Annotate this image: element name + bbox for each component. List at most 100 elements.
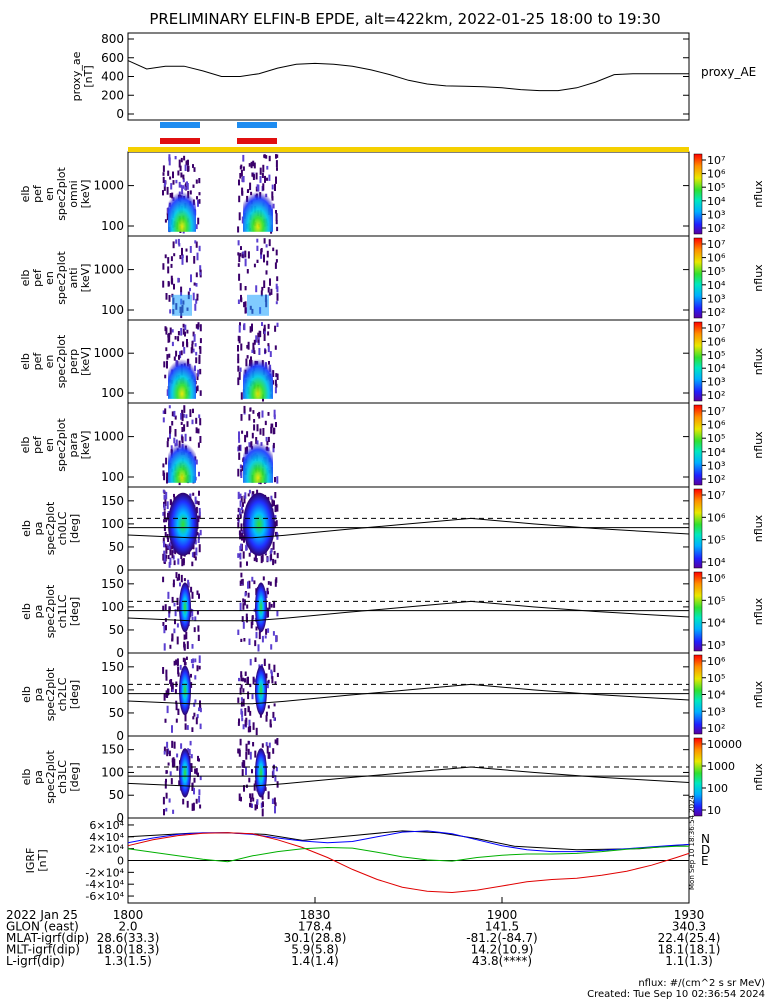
anti-pixel <box>193 282 196 286</box>
igrf-ytick-label: 4×10⁴ <box>89 831 124 844</box>
anti-pixel <box>237 263 240 267</box>
ch2LC-pixel <box>183 658 186 666</box>
perp-pixel <box>258 330 261 338</box>
anti-pixel <box>247 251 250 259</box>
perp-pixel <box>263 324 266 332</box>
ch1LC-pixel <box>276 610 279 617</box>
perp-pixel <box>195 324 198 329</box>
anti-pixel <box>181 257 184 265</box>
ch3LC-pixel <box>260 802 263 808</box>
ch0LC-colorbar-label-group: nflux <box>752 514 765 542</box>
para-ylabel: elb pef en spec2plot para [keV] <box>19 418 92 472</box>
anti-pixel <box>275 249 278 256</box>
para-colorbar-tick-label: 10⁷ <box>707 405 725 418</box>
ch2LC-pixel <box>177 672 180 677</box>
ch3LC-pixel <box>165 792 168 799</box>
para-pixel <box>258 411 261 419</box>
igrf-ytick-label: -4×10⁴ <box>85 878 124 891</box>
ch3LC-pixel <box>266 745 269 754</box>
anti-pixel <box>199 272 202 276</box>
perp-pixel <box>274 325 277 332</box>
omni-pixel <box>239 173 242 179</box>
perp-pixel <box>239 367 242 372</box>
para-ylabel-line: pef <box>31 435 44 454</box>
ch2LC-ytick-label: 50 <box>109 706 124 720</box>
proxy-ae-ytick-label: 200 <box>101 88 124 102</box>
anti-ylabel-line: anti <box>67 267 80 288</box>
perp-pixel <box>251 323 253 332</box>
ch2LC-colorbar-label-group: nflux <box>752 680 765 708</box>
omni-pixel <box>241 216 244 224</box>
omni-colorbar-tick-label: 10⁶ <box>707 168 726 181</box>
perp-pixel <box>166 354 169 360</box>
ch1LC-pixel <box>254 640 257 647</box>
ch3LC-pixel <box>186 800 189 808</box>
ch2LC-pixel <box>265 673 268 679</box>
ch1LC-pixel <box>267 591 269 595</box>
ch1LC-pixel <box>240 579 243 585</box>
perp-colorbar-tick-label: 10⁷ <box>707 322 725 335</box>
ch2LC-pixel <box>175 659 178 665</box>
omni-pixel <box>250 161 253 169</box>
ch0LC-pixel <box>172 555 175 560</box>
ch2LC-ytick-label: 150 <box>101 660 124 674</box>
ch1LC-pixel <box>172 579 175 586</box>
anti-pixel <box>164 254 167 259</box>
omni-pixel <box>166 212 169 221</box>
perp-pixel <box>165 347 168 352</box>
ch2LC-ytick-label: 100 <box>101 683 124 697</box>
anti-pixel <box>180 286 183 293</box>
ch3LC-pixel <box>268 751 271 759</box>
ch3LC-pixel <box>276 738 279 746</box>
ch3LC-pixel <box>182 798 185 805</box>
perp-ylabel-line: perp <box>67 349 80 374</box>
anti-pixel <box>169 309 172 314</box>
para-pixel <box>271 423 274 428</box>
para-pixel <box>181 409 184 414</box>
igrf-legend-N: N <box>701 832 710 846</box>
ch0LC-pixel <box>169 548 172 556</box>
anti-pixel <box>261 286 264 291</box>
ch2LC-pixel <box>244 678 246 683</box>
ch3LC-pixel <box>163 746 166 753</box>
ch3LC-pixel <box>245 751 248 760</box>
anti-ytick-label: 1000 <box>93 263 124 277</box>
anti-pixel <box>189 287 191 292</box>
anti-pixel <box>167 257 170 264</box>
ch1LC-colorbar-tick-label: 10³ <box>707 639 725 652</box>
anti-pixel <box>276 293 279 301</box>
ch1LC-pixel <box>265 628 268 635</box>
ch1LC-pixel <box>258 631 261 640</box>
para-flux-blob <box>243 432 273 483</box>
perp-colorbar-tick-label: 10⁴ <box>707 362 726 375</box>
omni-pixel <box>193 167 196 172</box>
footer-row-value: 141.5 <box>485 920 519 934</box>
perp-pixel <box>199 324 202 332</box>
ch0LC-pixel <box>241 532 243 541</box>
perp-pixel <box>182 328 185 335</box>
ch0LC-pixel <box>241 509 244 514</box>
anti-pixel <box>195 272 198 278</box>
anti-pixel <box>244 301 247 307</box>
ch0LC-pixel <box>194 539 197 545</box>
perp-ylabel-line: spec2plot <box>55 334 68 388</box>
ch1LC-pixel <box>197 625 200 632</box>
ch0LC-pixel <box>237 553 240 558</box>
perp-pixel <box>191 341 194 345</box>
omni-pixel <box>166 186 169 195</box>
omni-pixel <box>268 174 271 181</box>
ch1LC-ytick-label: 0 <box>116 646 124 660</box>
ch1LC-pixel <box>261 635 264 643</box>
perp-pixel <box>249 326 252 333</box>
igrf-ytick-label: -2×10⁴ <box>85 866 124 879</box>
units-note: nflux: #/(cm^2 s sr MeV) <box>638 978 765 989</box>
para-pixel <box>240 471 243 478</box>
ch0LC-ylabel-line: elb <box>20 520 33 537</box>
para-pixel <box>252 410 255 414</box>
ch0LC-pixel <box>195 506 198 514</box>
ch2LC-pixel <box>265 711 268 716</box>
perp-pixel <box>237 377 240 386</box>
ch0LC-pixel <box>253 557 256 562</box>
ch1LC-pixel <box>251 576 254 582</box>
ch0LC-pixel <box>273 550 276 555</box>
